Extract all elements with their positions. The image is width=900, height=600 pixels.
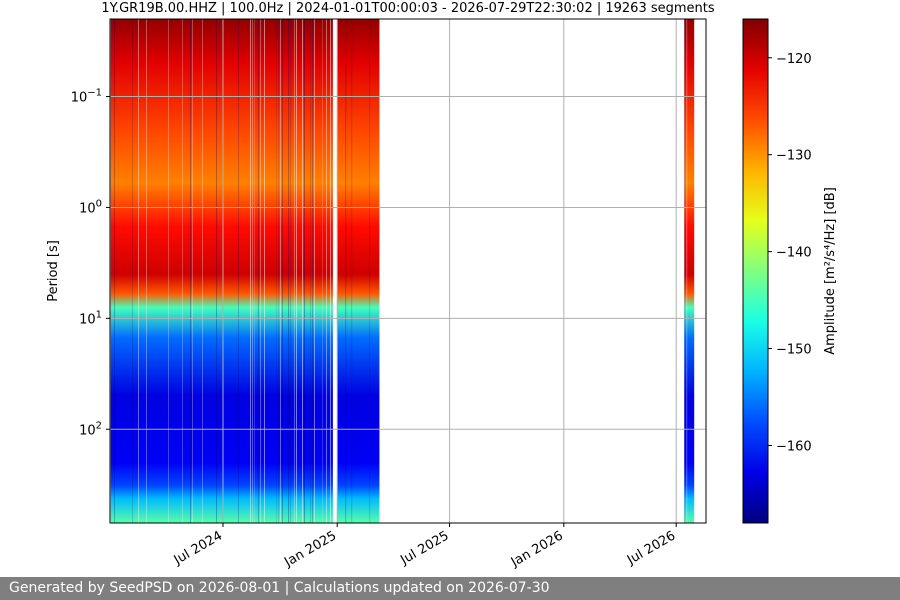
texture-line	[146, 19, 147, 523]
texture-line	[322, 19, 323, 523]
texture-line	[192, 19, 193, 523]
texture-line	[288, 19, 289, 523]
colorbar-tick-label: −130	[776, 149, 812, 164]
colorbar-tick-label: −160	[776, 439, 812, 454]
texture-line	[330, 19, 331, 523]
x-tick-label: Jan 2025	[281, 528, 339, 570]
texture-line	[114, 19, 115, 523]
y-tick-label: 10−1	[71, 88, 102, 106]
y-axis: 10−1 100 101 102	[71, 88, 110, 438]
spectrogram-heatmap	[110, 19, 695, 523]
texture-line	[312, 19, 313, 523]
colorbar: −120 −130 −140 −150 −160	[742, 18, 812, 524]
footer-text: Generated by SeedPSD on 2026-08-01 | Cal…	[9, 580, 550, 596]
colorbar-gradient	[742, 18, 769, 524]
x-tick-label: Jul 2026	[624, 528, 678, 568]
x-tick-label: Jan 2026	[508, 528, 566, 570]
plot-frame	[109, 18, 707, 524]
texture-line	[132, 19, 133, 523]
colorbar-tick-label: −140	[776, 246, 812, 261]
grid-lines	[110, 19, 706, 523]
x-tick-label: Jul 2025	[397, 528, 451, 568]
y-axis-label: Period [s]	[46, 240, 61, 302]
texture-line	[280, 19, 281, 523]
texture-line	[302, 19, 303, 523]
texture-line	[168, 19, 169, 523]
y-tick-label: 102	[79, 420, 102, 438]
texture-line	[252, 19, 253, 523]
colorbar-tick-label: −120	[776, 52, 812, 67]
texture-line	[258, 19, 259, 523]
texture-line	[290, 19, 291, 523]
texture-line	[254, 19, 255, 523]
texture-line	[260, 19, 261, 523]
texture-line	[310, 19, 311, 523]
texture-line	[278, 19, 279, 523]
chart-title: 1Y.GR19B.00.HHZ | 100.0Hz | 2024-01-01T0…	[101, 1, 715, 16]
texture-line	[326, 19, 327, 523]
texture-line	[138, 19, 139, 523]
texture-line	[314, 19, 315, 523]
texture-line	[190, 19, 191, 523]
x-axis: Jul 2024 Jan 2025 Jul 2025 Jan 2026 Jul 2026	[171, 523, 678, 571]
data-segment-2	[684, 19, 695, 523]
texture-line	[304, 19, 305, 523]
texture-line	[684, 19, 686, 523]
x-tick-label: Jul 2024	[171, 528, 225, 568]
texture-line	[216, 19, 217, 523]
texture-line	[276, 19, 277, 523]
texture-line	[202, 19, 203, 523]
texture-line	[238, 19, 239, 523]
colorbar-tick-label: −150	[776, 343, 812, 358]
texture-line	[345, 19, 347, 523]
texture-line	[282, 19, 283, 523]
data-segment-0	[110, 19, 333, 523]
y-tick-label: 100	[79, 198, 102, 216]
texture-line	[351, 19, 353, 523]
texture-line	[294, 19, 295, 523]
colorbar-label: Amplitude [m²/s⁴/Hz] [dB]	[823, 187, 838, 355]
footer-bar: Generated by SeedPSD on 2026-08-01 | Cal…	[0, 577, 900, 600]
texture-line	[686, 19, 688, 523]
texture-line	[182, 19, 183, 523]
texture-line	[369, 19, 371, 523]
data-segment-1	[337, 19, 380, 523]
texture-line	[250, 19, 251, 523]
chart: 1Y.GR19B.00.HHZ | 100.0Hz | 2024-01-01T0…	[46, 1, 838, 571]
y-tick-label: 101	[79, 309, 102, 327]
texture-line	[296, 19, 297, 523]
texture-line	[264, 19, 265, 523]
